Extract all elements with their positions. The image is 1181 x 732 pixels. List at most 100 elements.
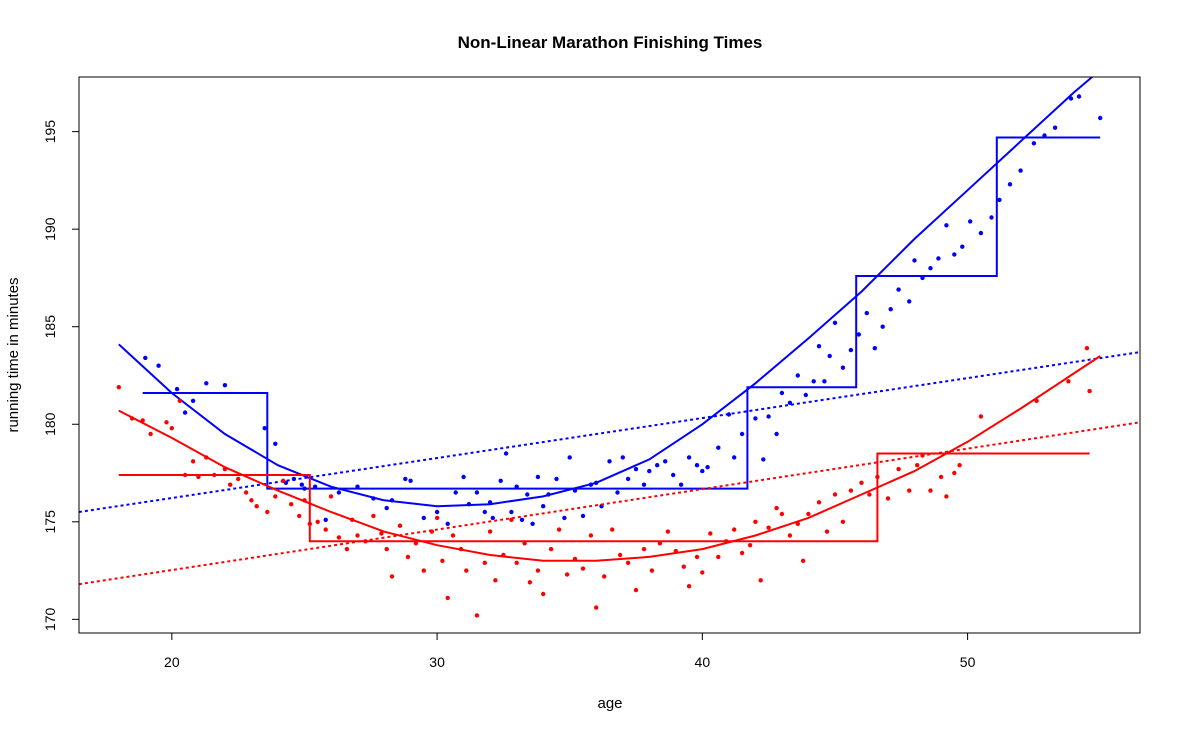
- point-blue-5: [204, 381, 209, 386]
- point-blue-22: [421, 515, 426, 521]
- point-blue-32: [498, 478, 503, 483]
- point-blue-75: [795, 373, 800, 378]
- y-axis-label: running time in minutes: [5, 277, 22, 432]
- x-axis-label: age: [597, 695, 622, 712]
- point-blue-89: [896, 287, 901, 292]
- point-red-13: [228, 482, 233, 487]
- point-blue-103: [1018, 168, 1023, 173]
- y-tick-label-185: 185: [42, 315, 58, 339]
- point-blue-23: [434, 509, 440, 515]
- step-fit-red: [118, 452, 1090, 543]
- point-red-103: [885, 496, 891, 501]
- point-red-95: [816, 500, 822, 505]
- series-blue: [143, 94, 1103, 526]
- point-red-64: [588, 533, 594, 538]
- point-red-101: [867, 492, 872, 497]
- point-blue-93: [928, 266, 933, 271]
- point-blue-40: [541, 504, 546, 509]
- point-blue-77: [811, 379, 816, 384]
- step-fit-blue: [142, 136, 1101, 490]
- point-red-17: [254, 504, 259, 509]
- point-blue-68: [739, 431, 745, 437]
- point-blue-20: [403, 476, 408, 482]
- point-red-25: [315, 519, 320, 524]
- linear-fit-red: [79, 421, 1140, 586]
- point-blue-29: [482, 509, 487, 515]
- point-blue-81: [832, 320, 838, 325]
- point-blue-58: [663, 459, 668, 464]
- point-blue-11: [299, 482, 304, 487]
- point-blue-52: [620, 455, 625, 460]
- point-blue-85: [864, 310, 869, 316]
- point-red-105: [907, 488, 912, 493]
- point-blue-63: [700, 468, 705, 474]
- point-red-0: [116, 385, 122, 390]
- point-blue-26: [461, 474, 466, 480]
- point-blue-76: [803, 392, 808, 398]
- point-blue-99: [978, 230, 984, 236]
- point-blue-14: [323, 517, 328, 522]
- x-tick-label-40: 40: [695, 654, 711, 670]
- point-red-5: [169, 426, 174, 431]
- point-blue-50: [607, 459, 612, 464]
- point-red-70: [633, 587, 639, 593]
- point-red-78: [694, 554, 700, 560]
- point-red-99: [848, 488, 854, 493]
- point-blue-61: [686, 455, 692, 460]
- x-axis: 20 30 40 50: [164, 633, 976, 670]
- point-blue-102: [1007, 182, 1013, 187]
- point-red-38: [405, 554, 411, 560]
- point-blue-53: [625, 476, 631, 482]
- point-red-35: [384, 546, 389, 552]
- point-red-65: [594, 605, 599, 610]
- point-red-44: [445, 595, 450, 601]
- point-blue-67: [732, 455, 737, 460]
- point-red-29: [344, 546, 350, 552]
- point-red-87: [758, 578, 763, 583]
- point-red-86: [753, 519, 758, 524]
- point-red-67: [610, 527, 615, 532]
- point-blue-15: [336, 490, 342, 495]
- point-red-20: [281, 478, 286, 483]
- point-blue-18: [384, 505, 389, 511]
- point-red-36: [389, 574, 395, 579]
- point-red-58: [541, 591, 546, 597]
- point-red-89: [774, 505, 779, 511]
- point-blue-7: [262, 426, 267, 431]
- chart-title: Non-Linear Marathon Finishing Times: [458, 33, 763, 52]
- point-red-40: [421, 568, 426, 573]
- point-blue-38: [530, 521, 535, 526]
- point-red-94: [806, 511, 811, 517]
- point-red-19: [273, 494, 278, 499]
- point-blue-34: [509, 509, 514, 515]
- point-blue-91: [912, 258, 917, 263]
- point-blue-101: [997, 197, 1002, 203]
- point-red-33: [371, 513, 376, 519]
- point-blue-97: [960, 244, 965, 249]
- point-red-43: [440, 558, 445, 563]
- point-blue-69: [753, 416, 758, 421]
- y-axis: 170 175 180 185 190 195: [42, 120, 79, 631]
- point-red-15: [243, 490, 249, 495]
- point-red-51: [493, 578, 498, 583]
- point-blue-37: [525, 492, 530, 497]
- point-blue-60: [678, 482, 684, 487]
- point-red-112: [957, 463, 962, 468]
- point-red-84: [739, 550, 745, 556]
- point-red-50: [487, 529, 493, 534]
- point-blue-6: [222, 383, 228, 388]
- point-red-117: [1087, 388, 1092, 394]
- point-red-109: [938, 474, 944, 480]
- point-red-115: [1066, 379, 1071, 384]
- point-blue-106: [1052, 125, 1058, 130]
- point-blue-43: [562, 515, 567, 521]
- point-blue-94: [936, 256, 941, 261]
- point-blue-80: [827, 353, 832, 359]
- point-red-97: [832, 492, 838, 497]
- point-red-71: [641, 546, 647, 552]
- point-red-21: [289, 502, 294, 507]
- point-blue-31: [490, 515, 495, 521]
- point-red-3: [148, 431, 153, 437]
- point-blue-104: [1031, 141, 1037, 146]
